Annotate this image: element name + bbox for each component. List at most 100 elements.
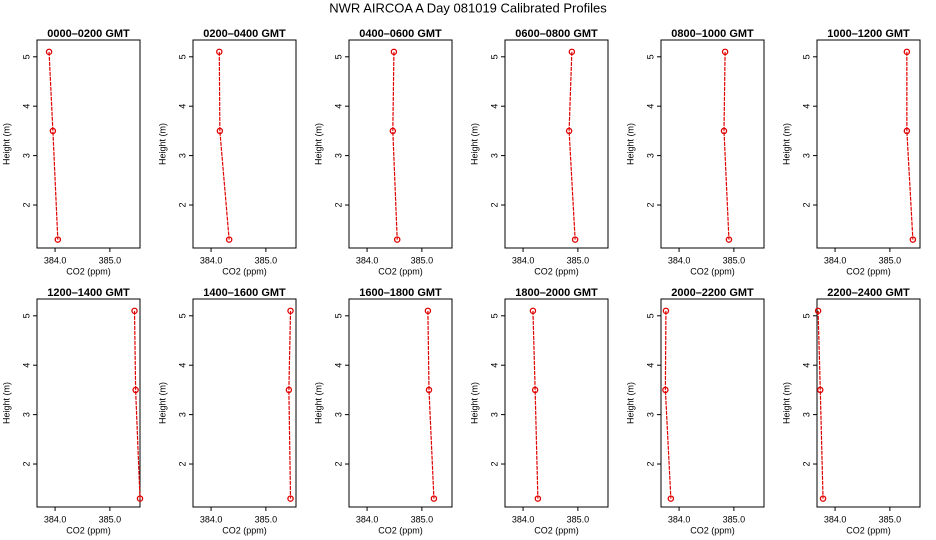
y-tick-label: 3: [489, 412, 499, 417]
y-tick-label: 3: [21, 412, 31, 417]
y-axis-label: Height (m): [781, 382, 791, 424]
y-axis-label: Height (m): [469, 382, 479, 424]
data-point: [909, 236, 917, 243]
y-tick-label: 4: [489, 104, 499, 109]
x-axis-label: CO2 (ppm): [66, 525, 111, 535]
data-point: [817, 386, 824, 394]
x-axis-label: CO2 (ppm): [378, 266, 423, 276]
y-tick-label: 5: [801, 313, 811, 318]
x-tick-label: 384.0: [200, 255, 223, 265]
data-point: [49, 127, 57, 135]
x-tick-label: 385.0: [723, 514, 746, 524]
x-tick-label: 384.0: [356, 255, 379, 265]
plot-frame: [816, 298, 921, 508]
profile-line: [218, 51, 230, 240]
panel-title: 0000–0200 GMT: [47, 28, 130, 40]
y-axis-label: Height (m): [313, 382, 323, 424]
data-point: [662, 386, 669, 394]
y-tick-label: 3: [645, 153, 655, 158]
y-axis-label: Height (m): [1, 382, 11, 424]
profile-line: [392, 51, 398, 240]
data-point: [131, 307, 138, 315]
x-axis-label: CO2 (ppm): [846, 525, 891, 535]
plot-frame: [348, 39, 453, 249]
x-tick-label: 384.0: [512, 255, 535, 265]
profile-line: [568, 51, 576, 240]
data-point: [725, 236, 733, 243]
y-tick-label: 2: [801, 462, 811, 467]
plot-frame: [660, 298, 765, 508]
y-tick-label: 3: [21, 153, 31, 158]
plot-frame: [504, 39, 609, 249]
data-point: [287, 307, 294, 315]
y-tick-label: 3: [489, 153, 499, 158]
x-axis-label: CO2 (ppm): [690, 266, 735, 276]
data-point: [45, 48, 53, 56]
data-point: [903, 48, 911, 56]
data-point: [132, 386, 139, 394]
y-tick-label: 5: [177, 313, 187, 318]
panel-title: 1000–1200 GMT: [827, 28, 910, 40]
data-point: [390, 48, 398, 56]
y-tick-label: 5: [645, 54, 655, 59]
y-axis-label: Height (m): [781, 123, 791, 165]
x-tick-label: 385.0: [255, 514, 278, 524]
y-tick-label: 4: [801, 363, 811, 368]
profile-line: [817, 310, 824, 499]
y-axis-label: Height (m): [1, 123, 11, 165]
y-tick-label: 3: [333, 412, 343, 417]
profile-line: [664, 310, 672, 499]
plot-frame: [192, 39, 297, 249]
y-tick-label: 3: [333, 153, 343, 158]
data-point: [425, 386, 433, 394]
y-tick-label: 4: [333, 363, 343, 368]
panel-title: 1800–2000 GMT: [515, 287, 598, 299]
y-tick-label: 4: [801, 104, 811, 109]
y-axis-label: Height (m): [625, 123, 635, 165]
data-point: [568, 48, 576, 56]
y-tick-label: 2: [489, 462, 499, 467]
data-point: [287, 495, 294, 502]
data-point: [819, 495, 827, 502]
x-axis-label: CO2 (ppm): [222, 525, 267, 535]
plot-frame: [36, 39, 141, 249]
y-tick-label: 5: [21, 54, 31, 59]
profile-line: [133, 310, 141, 499]
data-point: [216, 127, 224, 135]
data-point: [531, 386, 539, 394]
y-tick-label: 5: [333, 313, 343, 318]
x-axis-label: CO2 (ppm): [846, 266, 891, 276]
x-tick-label: 384.0: [356, 514, 379, 524]
y-tick-label: 5: [801, 54, 811, 59]
data-point: [54, 236, 62, 243]
data-point: [389, 127, 397, 135]
y-tick-label: 2: [333, 203, 343, 208]
panel-title: 0400–0600 GMT: [359, 28, 442, 40]
x-tick-label: 385.0: [879, 514, 902, 524]
y-tick-label: 4: [645, 104, 655, 109]
profile-line: [532, 310, 539, 499]
y-tick-label: 4: [645, 363, 655, 368]
profile-line: [288, 310, 292, 499]
x-axis-label: CO2 (ppm): [690, 525, 735, 535]
y-axis-label: Height (m): [313, 123, 323, 165]
data-point: [216, 48, 223, 56]
x-tick-label: 385.0: [723, 255, 746, 265]
x-axis-label: CO2 (ppm): [66, 266, 111, 276]
x-tick-label: 384.0: [44, 514, 67, 524]
y-tick-label: 5: [21, 313, 31, 318]
y-tick-label: 5: [645, 313, 655, 318]
panel-title: 2000–2200 GMT: [671, 287, 754, 299]
y-axis-label: Height (m): [469, 123, 479, 165]
plot-frame: [36, 298, 141, 508]
panel-title: 1600–1800 GMT: [359, 287, 442, 299]
x-tick-label: 385.0: [411, 255, 434, 265]
main-title: NWR AIRCOA A Day 081019 Calibrated Profi…: [329, 0, 607, 15]
data-point: [136, 495, 144, 502]
data-point: [565, 127, 573, 135]
x-tick-label: 384.0: [824, 255, 847, 265]
data-point: [424, 307, 432, 315]
y-tick-label: 2: [645, 203, 655, 208]
